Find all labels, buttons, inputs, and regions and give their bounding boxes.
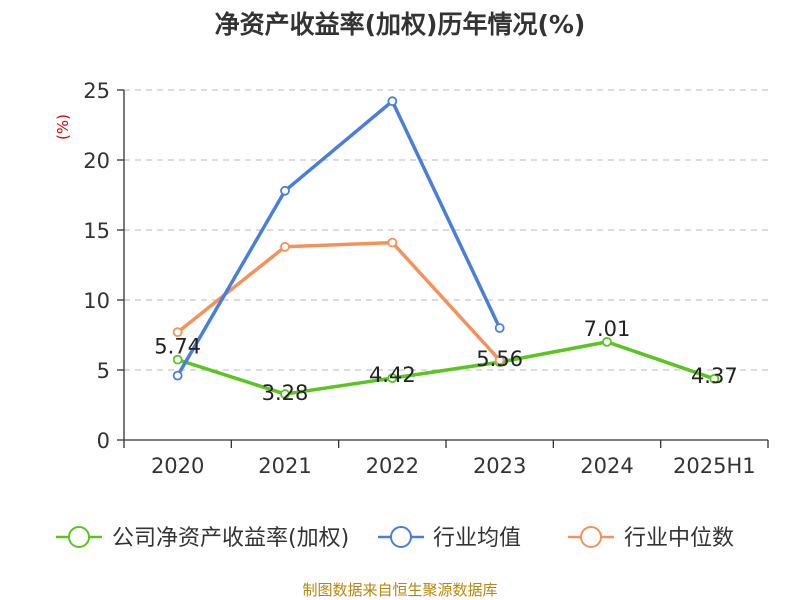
data-point <box>387 237 398 248</box>
x-tick-label: 2025H1 <box>673 454 756 478</box>
data-label: 7.01 <box>584 317 631 341</box>
legend-item[interactable]: 行业中位数 <box>568 526 734 551</box>
legend-label: 行业中位数 <box>624 526 734 551</box>
data-point <box>172 327 183 338</box>
data-point <box>280 389 290 399</box>
legend-label: 公司净资产收益率(加权) <box>112 526 349 551</box>
series-line <box>176 99 502 377</box>
series-line <box>176 240 501 362</box>
y-tick-label: 15 <box>83 219 110 243</box>
data-label: 3.28 <box>262 381 309 405</box>
legend[interactable]: 公司净资产收益率(加权) 行业均值 行业中位数 <box>56 526 734 551</box>
data-label: 5.56 <box>476 347 523 371</box>
source-note: 制图数据来自恒生聚源数据库 <box>302 581 497 599</box>
y-tick-label: 10 <box>83 289 110 313</box>
data-point <box>494 323 505 333</box>
data-point <box>280 185 290 196</box>
y-tick-label: 0 <box>97 429 110 453</box>
legend-item[interactable]: 行业均值 <box>378 526 521 551</box>
data-label: 4.37 <box>691 364 738 388</box>
data-label: 5.74 <box>154 335 201 359</box>
y-tick-label: 5 <box>97 359 110 383</box>
x-tick-label: 2020 <box>151 454 204 478</box>
data-point <box>602 336 612 347</box>
legend-item[interactable]: 公司净资产收益率(加权) <box>56 526 349 551</box>
chart-title: 净资产收益率(加权)历年情况(%) <box>215 10 586 39</box>
data-point <box>709 373 720 384</box>
legend-marker <box>390 526 412 548</box>
data-point <box>387 96 398 107</box>
x-tick-label: 2022 <box>366 454 419 478</box>
y-tick-label: 25 <box>83 79 110 103</box>
grid-lines <box>124 89 768 371</box>
legend-label: 行业均值 <box>433 526 521 551</box>
axes: 0 5 10 15 20 25 2020 2021 2022 2023 2024 2025H1 <box>83 79 769 478</box>
y-axis-unit: (%) <box>54 114 72 140</box>
x-tick-label: 2021 <box>258 454 311 478</box>
data-point <box>387 373 398 384</box>
data-point <box>172 370 183 381</box>
data-point <box>172 354 183 365</box>
y-tick-label: 20 <box>83 149 110 173</box>
data-point <box>280 241 290 252</box>
data-label: 4.42 <box>369 363 416 387</box>
series-line <box>177 340 715 396</box>
data-point <box>494 355 505 366</box>
legend-marker <box>580 526 602 548</box>
series-layer <box>172 96 720 399</box>
x-tick-label: 2024 <box>580 454 633 478</box>
data-labels: 5.74 3.28 4.42 5.56 7.01 4.37 <box>154 317 737 405</box>
x-tick-label: 2023 <box>473 454 526 478</box>
legend-marker <box>68 526 90 548</box>
